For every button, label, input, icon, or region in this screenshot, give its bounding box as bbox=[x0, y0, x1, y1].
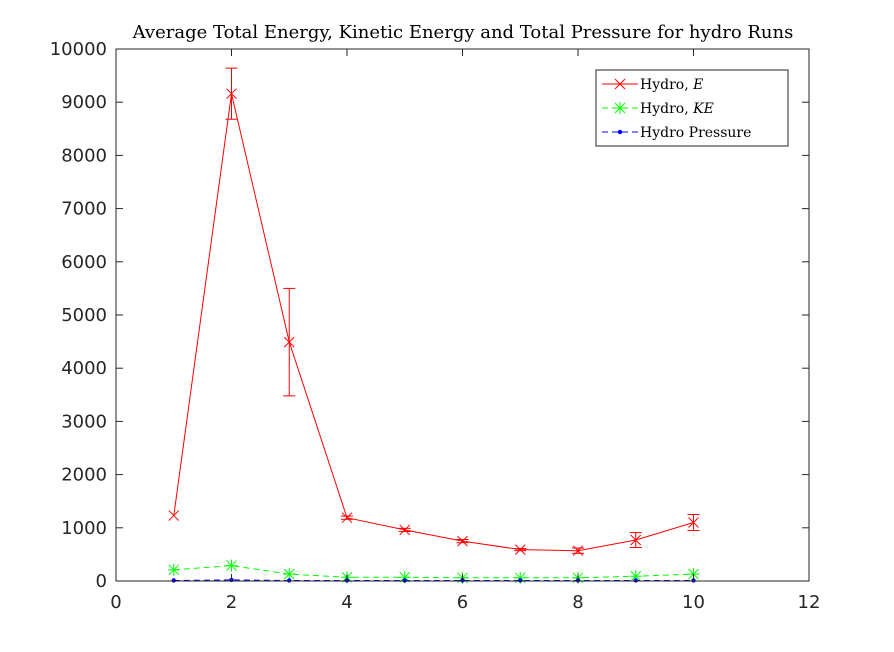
marker-dot bbox=[617, 129, 623, 135]
data-point bbox=[633, 578, 638, 583]
marker-dot bbox=[171, 578, 176, 583]
x-tick-label: 10 bbox=[682, 592, 705, 613]
legend-label: Hydro Pressure bbox=[640, 125, 751, 141]
marker-stroke bbox=[614, 78, 626, 90]
legend-label-math: E bbox=[692, 77, 703, 93]
y-tick-label: 4000 bbox=[61, 358, 107, 379]
marker-dot bbox=[633, 578, 638, 583]
marker-dot bbox=[287, 578, 292, 583]
y-tick-label: 10000 bbox=[50, 39, 107, 60]
data-point bbox=[341, 512, 353, 524]
marker-stroke bbox=[688, 517, 699, 528]
marker-stroke bbox=[341, 512, 353, 524]
data-point bbox=[630, 534, 642, 546]
y-tick-label: 3000 bbox=[61, 411, 107, 432]
marker-stroke bbox=[457, 535, 468, 547]
data-point bbox=[283, 336, 295, 348]
y-tick-label: 2000 bbox=[61, 465, 107, 486]
legend-label: Hydro, KE bbox=[640, 101, 714, 117]
ticks-layer: 0 2 4 6 8 10 12 0 1000 2000 3000 4000 5000 6000 7000 80… bbox=[50, 39, 821, 613]
y-tick-label: 7000 bbox=[61, 199, 107, 220]
x-tick-label: 0 bbox=[110, 592, 121, 613]
legend-swatch-marker bbox=[614, 102, 626, 114]
legend-item-2: Hydro Pressure bbox=[602, 125, 751, 141]
data-point bbox=[287, 578, 292, 583]
marker-stroke bbox=[630, 534, 642, 546]
marker-dot bbox=[402, 578, 407, 583]
data-point bbox=[283, 568, 296, 581]
y-tick-label: 0 bbox=[96, 571, 107, 592]
data-point bbox=[514, 544, 526, 555]
marker-stroke bbox=[226, 88, 237, 100]
legend-label-text: Hydro, bbox=[640, 101, 693, 117]
legend-label-text: Hydro Pressure bbox=[640, 125, 751, 141]
x-tick-label: 4 bbox=[341, 592, 352, 613]
data-point bbox=[168, 510, 180, 521]
data-point bbox=[167, 563, 180, 576]
marker-stroke bbox=[572, 545, 584, 557]
y-tick-label: 6000 bbox=[61, 252, 107, 273]
y-tick-label: 1000 bbox=[61, 518, 107, 539]
series-0 bbox=[168, 67, 700, 557]
data-point bbox=[518, 578, 523, 583]
legend-label-math: KE bbox=[692, 101, 714, 117]
legend-item-1: Hydro, KE bbox=[602, 101, 714, 117]
marker-dot bbox=[518, 578, 523, 583]
marker-stroke bbox=[283, 336, 295, 348]
data-point bbox=[402, 578, 407, 583]
data-point bbox=[225, 559, 238, 572]
x-tick-label: 2 bbox=[226, 592, 237, 613]
y-tick-label: 8000 bbox=[61, 145, 107, 166]
marker-stroke bbox=[168, 510, 180, 521]
data-point bbox=[399, 524, 411, 536]
legend-item-0: Hydro, E bbox=[602, 77, 703, 93]
x-tick-label: 6 bbox=[457, 592, 468, 613]
legend-label: Hydro, E bbox=[640, 77, 703, 93]
series-line bbox=[173, 93, 694, 552]
legend-swatch-marker bbox=[617, 129, 623, 135]
marker-stroke bbox=[514, 544, 526, 555]
y-tick-label: 9000 bbox=[61, 92, 107, 113]
data-point bbox=[688, 517, 699, 528]
chart-title: Average Total Energy, Kinetic Energy and… bbox=[132, 22, 794, 43]
data-point bbox=[572, 545, 584, 557]
marker-stroke bbox=[399, 524, 411, 536]
data-point bbox=[171, 578, 176, 583]
data-point bbox=[457, 535, 468, 547]
legend-swatch-marker bbox=[614, 78, 626, 90]
legend-label-text: Hydro, bbox=[640, 77, 693, 93]
x-tick-label: 12 bbox=[798, 592, 821, 613]
series-line bbox=[173, 565, 694, 579]
data-point bbox=[226, 88, 237, 100]
y-tick-label: 5000 bbox=[61, 305, 107, 326]
x-tick-label: 8 bbox=[572, 592, 583, 613]
